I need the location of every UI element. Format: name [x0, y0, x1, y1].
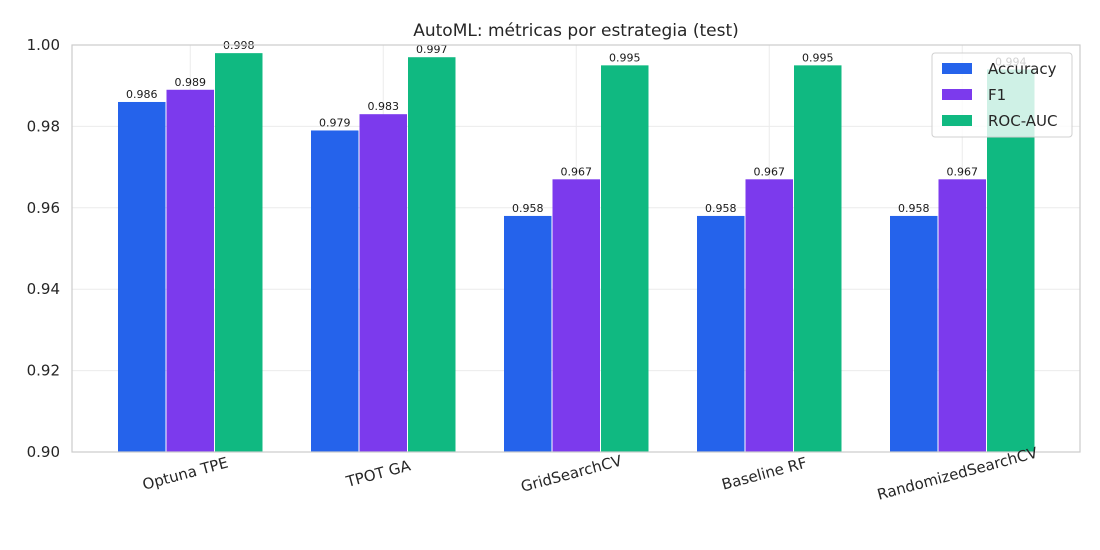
bar-value-label: 0.967 [754, 165, 786, 178]
y-tick-label: 0.92 [27, 362, 60, 380]
bar-value-label: 0.997 [416, 43, 448, 56]
bar-f1 [166, 89, 214, 453]
y-axis: 0.90 0.92 0.94 0.96 0.98 1.00 [27, 36, 60, 461]
x-tick-label: TPOT GA [343, 456, 413, 491]
chart-title: AutoML: métricas por estrategia (test) [413, 21, 739, 41]
bar-accuracy [311, 130, 359, 452]
bar-value-label: 0.958 [898, 202, 930, 215]
legend: Accuracy F1 ROC-AUC [931, 52, 1073, 138]
x-tick-label: GridSearchCV [519, 451, 625, 495]
bar-f1 [938, 179, 986, 452]
bar-value-label: 0.967 [947, 165, 979, 178]
value-labels: 0.986 0.989 0.998 0.979 0.983 0.997 0.958 0.967… [126, 39, 1027, 215]
bar-f1 [359, 114, 407, 452]
bar-value-label: 0.979 [319, 116, 351, 129]
plot-frame [71, 44, 1081, 453]
bar-value-label: 0.998 [223, 39, 255, 52]
bar-value-label: 0.958 [512, 202, 544, 215]
legend-swatch [942, 115, 972, 126]
y-tick-label: 0.96 [27, 199, 60, 217]
bar-f1 [745, 179, 793, 452]
legend-swatch [942, 63, 972, 74]
bars [118, 53, 1035, 453]
bar-value-label: 0.958 [705, 202, 737, 215]
bar-value-label: 0.986 [126, 88, 158, 101]
y-tick-label: 0.90 [27, 443, 60, 461]
legend-label: Accuracy [988, 60, 1057, 78]
bar-value-label: 0.989 [175, 76, 207, 89]
legend-label: F1 [988, 86, 1006, 104]
bar-accuracy [890, 215, 938, 452]
y-tick-label: 0.98 [27, 117, 60, 135]
bar-f1 [552, 179, 600, 452]
legend-label: ROC-AUC [988, 112, 1058, 130]
bar-value-label: 0.995 [609, 51, 641, 64]
y-tick-label: 1.00 [27, 36, 60, 54]
y-tick-label: 0.94 [27, 280, 60, 298]
bar-roc-auc [408, 57, 456, 453]
legend-swatch [942, 89, 972, 100]
x-tick-label: Baseline RF [720, 454, 809, 494]
bar-roc-auc [794, 65, 842, 452]
bar-accuracy [697, 215, 745, 452]
bar-value-label: 0.995 [802, 51, 834, 64]
x-tick-label: Optuna TPE [141, 454, 231, 494]
bar-roc-auc [601, 65, 649, 452]
bar-value-label: 0.983 [368, 100, 400, 113]
bar-value-label: 0.967 [561, 165, 593, 178]
bar-roc-auc [215, 53, 263, 452]
bar-accuracy [504, 215, 552, 452]
bar-accuracy [118, 101, 166, 452]
